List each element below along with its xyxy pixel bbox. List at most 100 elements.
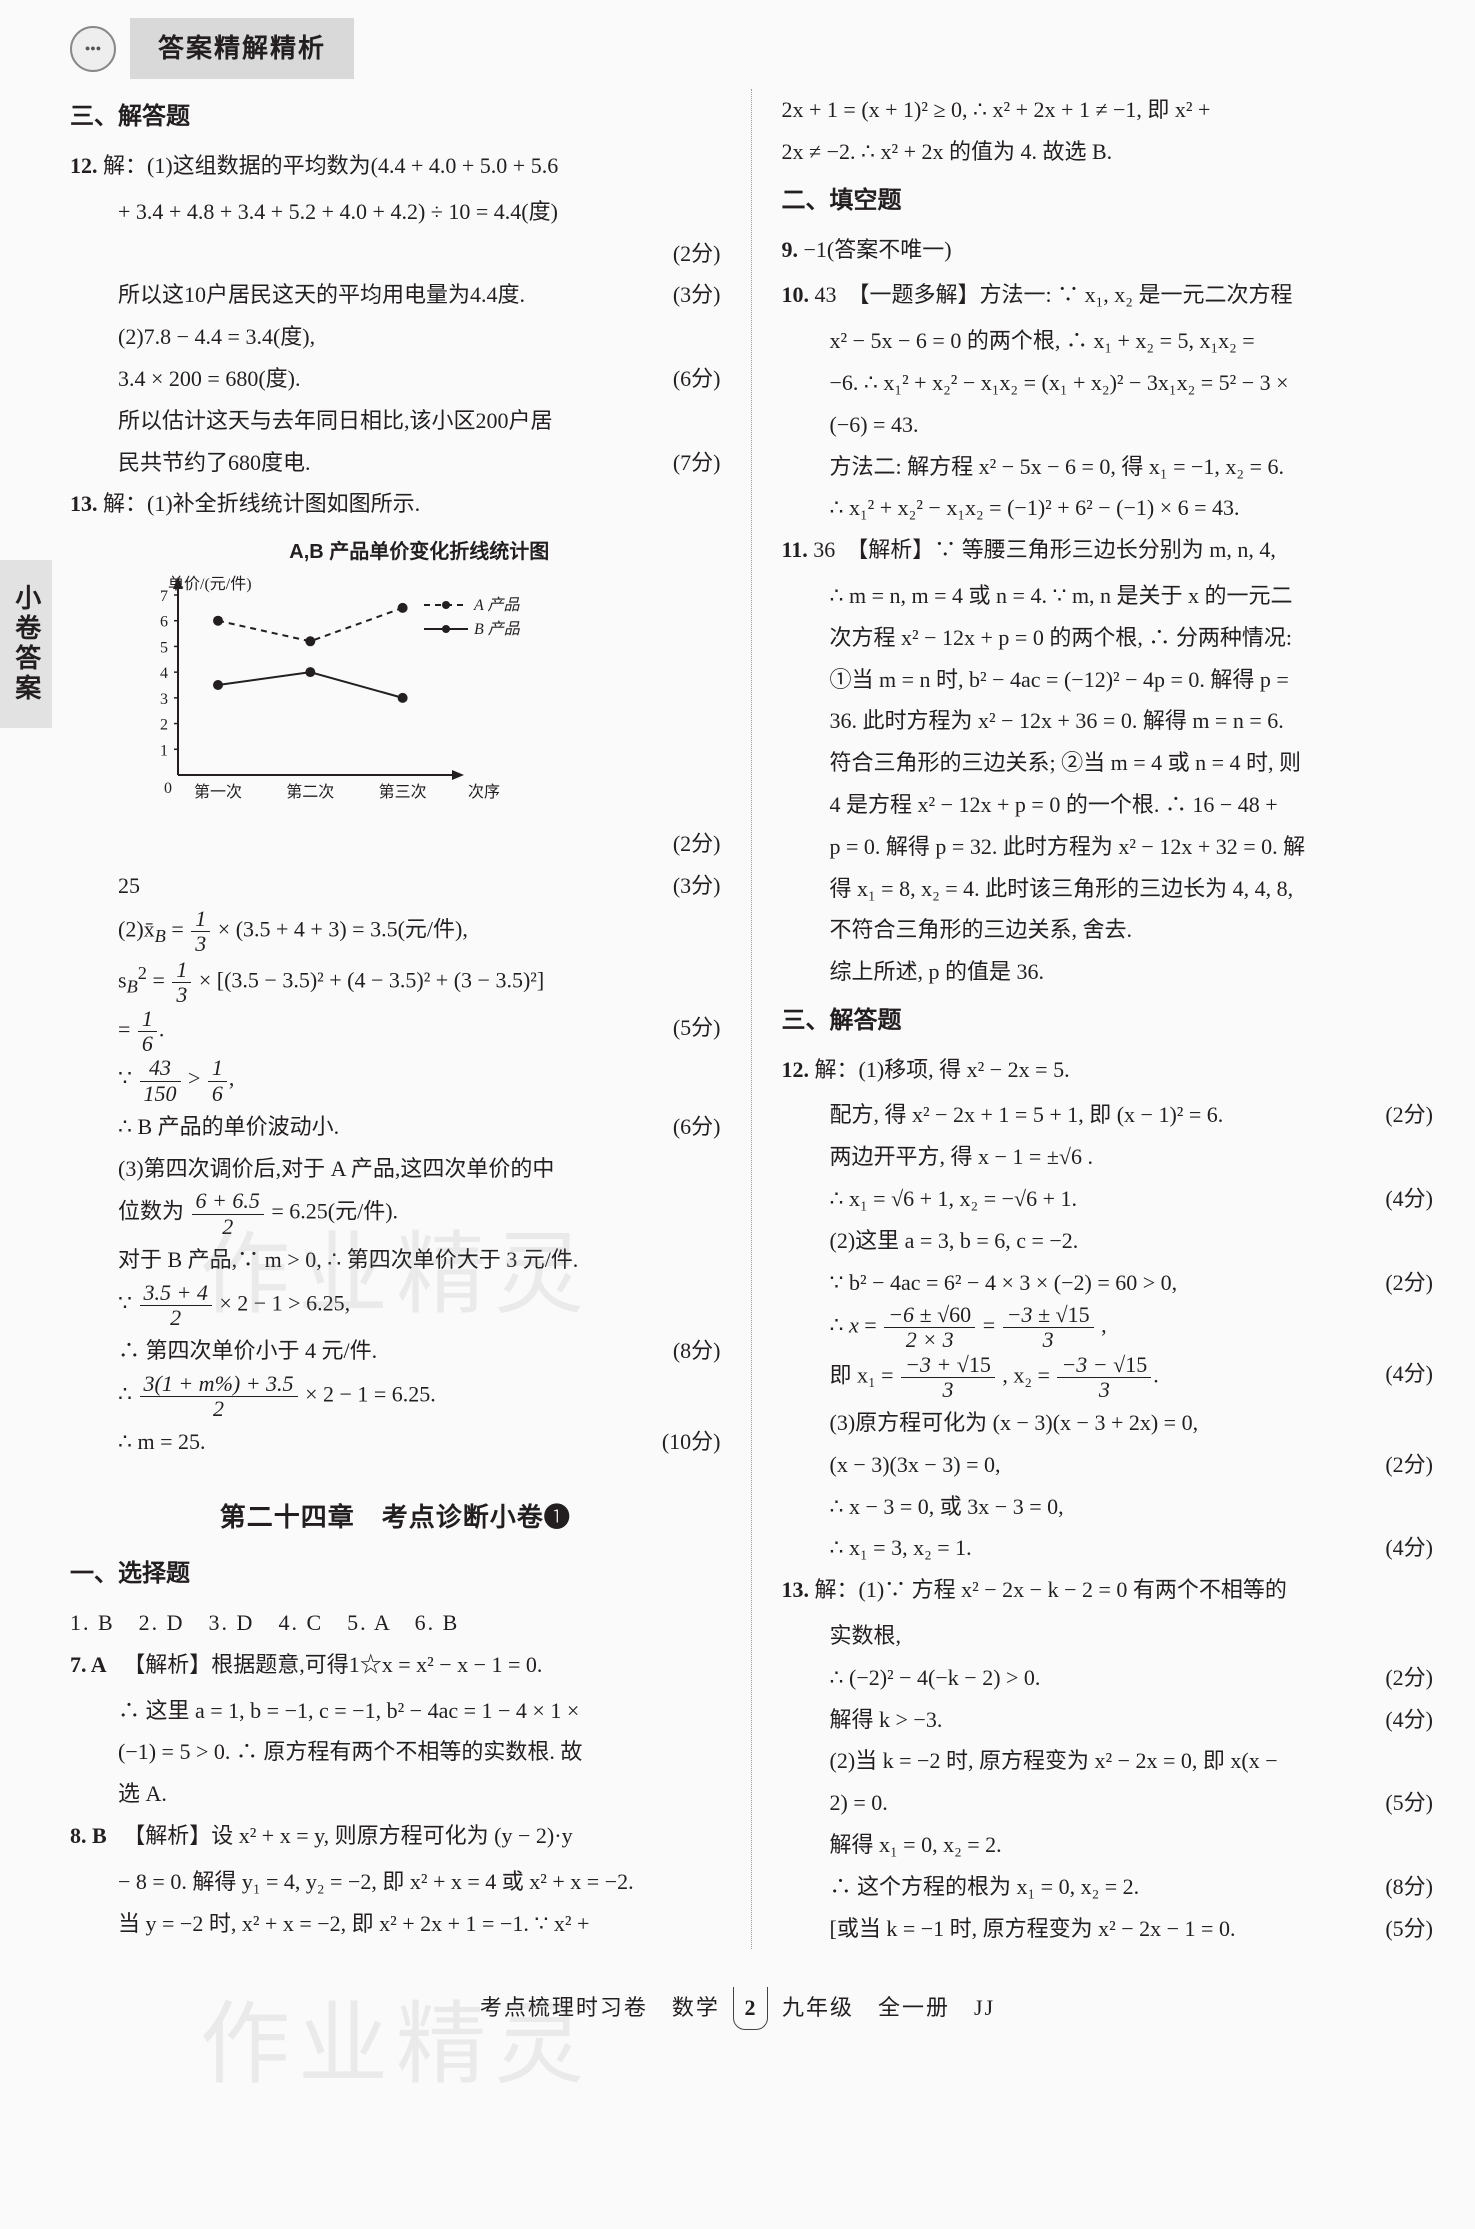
points: (4分) [1385,1699,1433,1741]
text: ∵ 43150 > 16, [70,1056,721,1105]
points: (2分) [1385,1094,1433,1136]
q-num: 12. [70,153,98,178]
text: 解得 k > −3. [830,1699,1386,1741]
text: 符合三角形的三边关系; ②当 m = 4 或 n = 4 时, 则 [782,742,1434,784]
points: (10分) [662,1421,721,1463]
points: (2分) [1385,1262,1433,1304]
points: (3分) [673,274,721,316]
text: 当 y = −2 时, x² + x = −2, 即 x² + 2x + 1 =… [70,1903,721,1945]
seal-logo: ●●● [70,26,116,72]
text: (3)第四次调价后,对于 A 产品,这四次单价的中 [70,1148,721,1190]
text: 所以估计这天与去年同日相比,该小区200户居 [70,400,721,442]
section-title: 一、选择题 [70,1552,721,1598]
points: (2分) [673,233,721,275]
side-tab: 小卷答案 [0,560,52,728]
text: 【解析】设 x² + x = y, 则原方程可化为 (y − 2)·y [134,1823,572,1848]
line-chart: A,B 产品单价变化折线统计图 1234567单价/(元/件)0第一次第二次第三… [118,533,721,815]
svg-text:4: 4 [160,665,168,682]
text: 配方, 得 x² − 2x + 1 = 5 + 1, 即 (x − 1)² = … [830,1094,1386,1136]
text: −1(答案不唯一) [804,237,952,262]
points: (5分) [673,1007,721,1056]
text: (2)当 k = −2 时, 原方程变为 x² − 2x = 0, 即 x(x … [782,1740,1434,1782]
points: (8分) [673,1330,721,1372]
text: 两边开平方, 得 x − 1 = ±√6 . [782,1136,1434,1178]
svg-text:第三次: 第三次 [379,783,427,801]
points: (6分) [673,1106,721,1148]
text: 不符合三角形的三边关系, 舍去. [782,909,1434,951]
points: (4分) [1385,1527,1433,1569]
text: (x − 3)(3x − 3) = 0, [830,1444,1386,1486]
text: p = 0. 解得 p = 32. 此时方程为 x² − 12x + 32 = … [782,826,1434,868]
points: (2分) [673,823,721,865]
text: 36 【解析】∵ 等腰三角形三边长分别为 m, n, 4, [813,537,1276,562]
text: (2)7.8 − 4.4 = 3.4(度), [70,316,721,358]
points: (4分) [1385,1353,1433,1402]
section-title: 三、解答题 [70,95,721,141]
text: 4 是方程 x² − 12x + p = 0 的一个根. ∴ 16 − 48 + [782,784,1434,826]
points: (6分) [673,358,721,400]
svg-text:7: 7 [160,588,168,605]
text: 解：(1)移项, 得 x² − 2x = 5. [815,1057,1070,1082]
text: 3.4 × 200 = 680(度). [118,358,673,400]
section-title: 三、解答题 [782,999,1434,1045]
choice-answers: 1. B 2. D 3. D 4. C 5. A 6. B [70,1602,721,1644]
text: ∴ m = 25. [118,1421,662,1463]
svg-text:0: 0 [164,780,172,797]
text: ∴ 3(1 + m%) + 3.52 × 2 − 1 = 6.25. [70,1372,721,1421]
text: ∴ x₁² + x₂² − x₁x₂ = (−1)² + 6² − (−1) ×… [782,487,1434,529]
text: − 8 = 0. 解得 y₁ = 4, y₂ = −2, 即 x² + x = … [70,1861,721,1903]
text: 选 A. [70,1773,721,1815]
text: (2)x̄B = 13 × (3.5 + 4 + 3) = 3.5(元/件), [70,907,721,956]
chart-title: A,B 产品单价变化折线统计图 [118,533,721,571]
svg-text:B 产品: B 产品 [474,620,521,638]
points: (4分) [1385,1178,1433,1220]
text: 所以这10户居民这天的平均用电量为4.4度. [118,274,673,316]
text: sB2 = 13 × [(3.5 − 3.5)² + (4 − 3.5)² + … [70,956,721,1007]
text: ∴ x₁ = 3, x₂ = 1. [830,1527,1386,1569]
text: ∴ m = n, m = 4 或 n = 4. ∵ m, n 是关于 x 的一元… [782,575,1434,617]
q-num: 9. [782,237,799,262]
text: ∴ x₁ = √6 + 1, x₂ = −√6 + 1. [830,1178,1386,1220]
section-title: 二、填空题 [782,179,1434,225]
text: ①当 m = n 时, b² − 4ac = (−12)² − 4p = 0. … [782,659,1434,701]
points: (2分) [1385,1657,1433,1699]
svg-text:3: 3 [160,691,168,708]
text: 25 [118,865,673,907]
header-title: 答案精解精析 [130,18,354,79]
text: (−6) = 43. [782,404,1434,446]
right-column: 2x + 1 = (x + 1)² ≥ 0, ∴ x² + 2x + 1 ≠ −… [752,89,1434,1949]
points: (7分) [673,442,721,484]
footer-left: 考点梳理时习卷 数学 [480,1995,720,2020]
text: ∴ 这个方程的根为 x₁ = 0, x₂ = 2. [830,1866,1386,1908]
q-num: 13. [70,491,98,516]
text: 得 x₁ = 8, x₂ = 4. 此时该三角形的三边长为 4, 4, 8, [782,868,1434,910]
points: (5分) [1385,1908,1433,1950]
text: ∴ 这里 a = 1, b = −1, c = −1, b² − 4ac = 1… [70,1690,721,1732]
text: ∴ x = −6 ± √602 × 3 = −3 ± √153 , [782,1303,1434,1352]
text: 民共节约了680度电. [118,442,673,484]
q-num: 12. [782,1057,810,1082]
text: 方法二: 解方程 x² − 5x − 6 = 0, 得 x₁ = −1, x₂ … [782,446,1434,488]
text: (2)这里 a = 3, b = 6, c = −2. [782,1220,1434,1262]
text: ∴ B 产品的单价波动小. [118,1106,673,1148]
q-num: 8. B [70,1823,107,1848]
text: 次方程 x² − 12x + p = 0 的两个根, ∴ 分两种情况: [782,617,1434,659]
text: = 16. (5分) [70,1007,721,1056]
text: 对于 B 产品,∵ m > 0, ∴ 第四次单价大于 3 元/件. [70,1239,721,1281]
text: 36. 此时方程为 x² − 12x + 36 = 0. 解得 m = n = … [782,700,1434,742]
q7: 7. A 【解析】根据题意,可得1☆x = x² − x − 1 = 0. [70,1644,721,1686]
text: 解得 x₁ = 0, x₂ = 2. [782,1824,1434,1866]
q13: 13. 解：(1)补全折线统计图如图所示. [70,483,721,525]
q-num: 11. [782,537,808,562]
text: ∴ (−2)² − 4(−k − 2) > 0. [830,1657,1386,1699]
page-body: 三、解答题 12. 解：(1)这组数据的平均数为(4.4 + 4.0 + 5.0… [0,89,1475,1973]
q-num: 10. [782,282,810,307]
text: 43 【一题多解】方法一: ∵ x₁, x₂ 是一元二次方程 [815,282,1293,307]
text: ∴ 第四次单价小于 4 元/件. [118,1330,673,1372]
text: ∵ b² − 4ac = 6² − 4 × 3 × (−2) = 60 > 0, [830,1262,1386,1304]
text: 位数为 6 + 6.52 = 6.25(元/件). [70,1189,721,1238]
text: ∵ 3.5 + 42 × 2 − 1 > 6.25, [70,1281,721,1330]
svg-text:6: 6 [160,614,168,631]
text: + 3.4 + 4.8 + 3.4 + 5.2 + 4.0 + 4.2) ÷ 1… [70,191,721,233]
footer-right: 九年级 全一册 JJ [782,1995,995,2020]
